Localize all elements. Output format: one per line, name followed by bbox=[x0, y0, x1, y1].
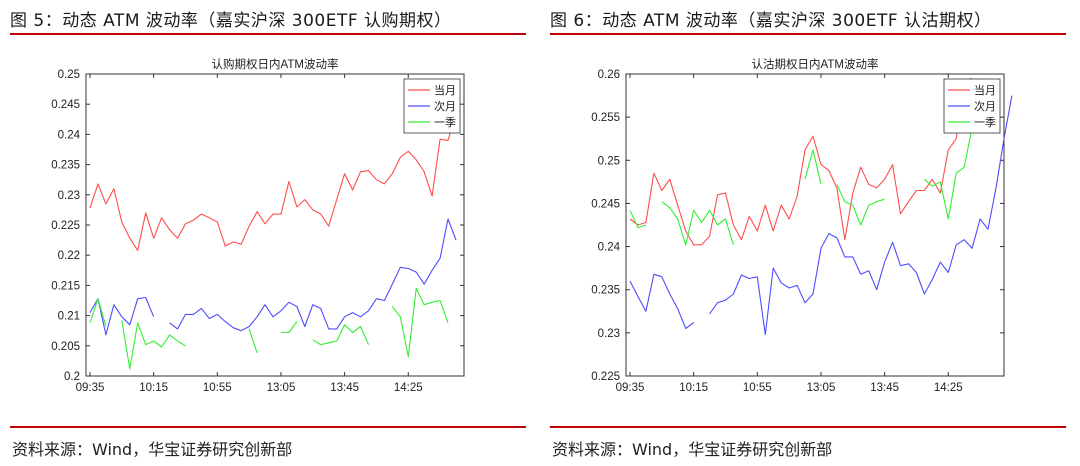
y-tick-label: 0.245 bbox=[591, 198, 620, 210]
y-tick-label: 0.255 bbox=[591, 112, 620, 124]
x-tick-label: 13:05 bbox=[267, 382, 296, 394]
series-segment bbox=[89, 113, 457, 251]
series-segment bbox=[281, 321, 298, 334]
y-tick-label: 0.245 bbox=[51, 99, 80, 111]
series-3-line bbox=[89, 287, 449, 370]
source-note: 资料来源：Wind，华宝证券研究创新部 bbox=[552, 440, 833, 459]
x-tick-label: 14:25 bbox=[394, 382, 423, 394]
series-1-line bbox=[89, 113, 457, 251]
x-tick-label: 10:15 bbox=[679, 382, 708, 394]
legend-label: 一季 bbox=[434, 116, 456, 129]
source-note: 资料来源：Wind，华宝证券研究创新部 bbox=[12, 440, 293, 459]
y-tick-label: 0.205 bbox=[51, 341, 80, 353]
legend-label: 当月 bbox=[974, 83, 996, 97]
series-segment bbox=[836, 184, 885, 226]
series-2-line bbox=[89, 218, 457, 336]
y-tick-label: 0.23 bbox=[58, 190, 80, 202]
series-segment bbox=[709, 95, 1013, 336]
put-volatility-chart: 认沽期权日内ATM波动率 0.225 0.23 0.235 0.24 0.245 0.25 0… bbox=[591, 57, 1013, 394]
series-1-line bbox=[629, 77, 973, 246]
x-tick-label: 14:25 bbox=[934, 382, 963, 394]
y-tick-label: 0.22 bbox=[58, 250, 80, 262]
y-tick-label: 0.235 bbox=[51, 160, 80, 172]
series-segment bbox=[169, 218, 457, 332]
series-segment bbox=[804, 149, 822, 185]
x-tick-label: 09:35 bbox=[616, 382, 645, 394]
source-rule bbox=[550, 426, 1066, 428]
series-segment bbox=[89, 298, 107, 327]
y-tick-label: 0.25 bbox=[58, 69, 80, 81]
x-tick-label: 13:45 bbox=[870, 382, 899, 394]
series-segment bbox=[924, 78, 981, 220]
x-tick-label: 10:55 bbox=[743, 382, 772, 394]
chart-title: 认购期权日内ATM波动率 bbox=[212, 57, 339, 71]
y-tick-label: 0.21 bbox=[58, 311, 80, 323]
y-tick-label: 0.225 bbox=[51, 220, 80, 232]
y-tick-label: 0.215 bbox=[51, 280, 80, 292]
y-tick-label: 0.24 bbox=[598, 242, 621, 254]
figure-panel-put: 图 6：动态 ATM 波动率（嘉实沪深 300ETF 认沽期权） 认沽期权日内A… bbox=[550, 0, 1066, 466]
call-volatility-chart: 认购期权日内ATM波动率 0.2 0.205 0.21 0.215 0.22 0.225 0.… bbox=[51, 57, 465, 394]
chart-title: 认沽期权日内ATM波动率 bbox=[752, 57, 879, 71]
y-tick-label: 0.25 bbox=[598, 155, 620, 167]
legend-label: 当月 bbox=[434, 83, 456, 97]
x-tick-label: 09:35 bbox=[76, 382, 105, 394]
y-tick-label: 0.23 bbox=[598, 328, 620, 340]
x-tick-label: 13:05 bbox=[807, 382, 836, 394]
series-segment bbox=[121, 320, 186, 370]
y-tick-label: 0.2 bbox=[64, 371, 80, 383]
y-tick-label: 0.235 bbox=[591, 285, 620, 297]
y-tick-label: 0.26 bbox=[598, 69, 620, 81]
series-segment bbox=[391, 287, 449, 358]
series-segment bbox=[89, 296, 155, 336]
x-tick-label: 10:15 bbox=[139, 382, 168, 394]
series-segment bbox=[629, 210, 647, 229]
legend-label: 一季 bbox=[974, 116, 996, 129]
y-tick-label: 0.225 bbox=[591, 371, 620, 383]
figure-title: 图 5：动态 ATM 波动率（嘉实沪深 300ETF 认购期权） bbox=[10, 11, 452, 31]
x-tick-label: 13:45 bbox=[330, 382, 359, 394]
figure-panel-call: 图 5：动态 ATM 波动率（嘉实沪深 300ETF 认购期权） 认购期权日内A… bbox=[10, 0, 526, 466]
figure-title: 图 6：动态 ATM 波动率（嘉实沪深 300ETF 认沽期权） bbox=[550, 11, 992, 31]
series-segment bbox=[629, 77, 973, 246]
series-2-line bbox=[629, 95, 1013, 336]
series-segment bbox=[312, 324, 370, 346]
series-segment bbox=[661, 201, 734, 246]
y-tick-label: 0.24 bbox=[58, 129, 81, 141]
series-segment bbox=[248, 328, 258, 354]
legend-label: 次月 bbox=[974, 99, 996, 113]
series-segment bbox=[629, 273, 695, 330]
title-rule bbox=[550, 33, 1066, 35]
series-3-line bbox=[629, 78, 981, 246]
title-rule bbox=[10, 33, 526, 35]
x-tick-label: 10:55 bbox=[203, 382, 232, 394]
source-rule bbox=[10, 426, 526, 428]
legend-label: 次月 bbox=[434, 99, 456, 113]
